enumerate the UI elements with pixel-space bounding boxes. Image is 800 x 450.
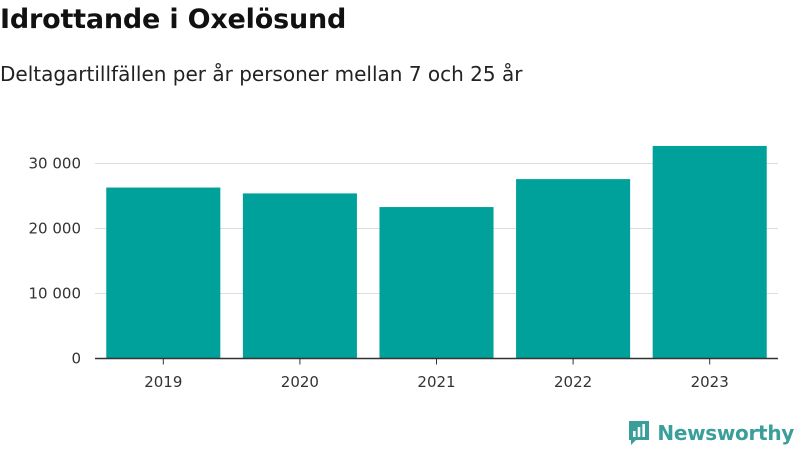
chart-subtitle: Deltagartillfällen per år personer mella… — [0, 62, 523, 86]
bar — [106, 187, 221, 359]
y-tick-label: 0 — [71, 350, 81, 368]
y-tick-label: 30 000 — [29, 155, 82, 173]
tick-labels: 0 10 000 20 000 30 000 2019 2020 2021 2022 2023 — [29, 155, 729, 392]
bar — [242, 193, 357, 359]
y-tick-label: 20 000 — [29, 220, 82, 238]
chart-title: Idrottande i Oxelösund — [0, 4, 347, 35]
x-tick-label: 2022 — [554, 373, 592, 391]
bars — [106, 145, 767, 359]
x-tick-label: 2023 — [691, 373, 729, 391]
newsworthy-brand[interactable]: Newsworthy — [627, 420, 794, 446]
axes — [95, 357, 778, 365]
x-tick-label: 2020 — [281, 373, 319, 391]
x-tick-label: 2019 — [144, 373, 182, 391]
brand-name: Newsworthy — [657, 421, 794, 445]
bar — [516, 179, 631, 359]
bar — [379, 207, 494, 359]
bar — [652, 145, 767, 359]
x-tick-label: 2021 — [417, 373, 455, 391]
newsworthy-logo-icon — [629, 421, 650, 445]
y-tick-label: 10 000 — [29, 285, 82, 303]
